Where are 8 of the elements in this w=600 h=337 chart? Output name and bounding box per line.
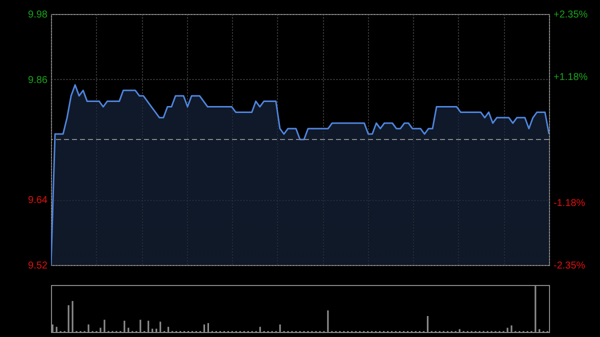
y2-tick-label: -2.35% <box>554 260 586 272</box>
y-tick-label: 9.64 <box>28 195 48 206</box>
y-tick-label: 9.52 <box>28 260 48 272</box>
y2-tick-label: +2.35% <box>554 10 588 20</box>
y-tick-label: 9.98 <box>28 10 48 20</box>
y-tick-label: 9.86 <box>28 74 48 86</box>
y2-tick-label: -1.18% <box>554 198 586 210</box>
y2-tick-label: +1.18% <box>554 72 588 83</box>
